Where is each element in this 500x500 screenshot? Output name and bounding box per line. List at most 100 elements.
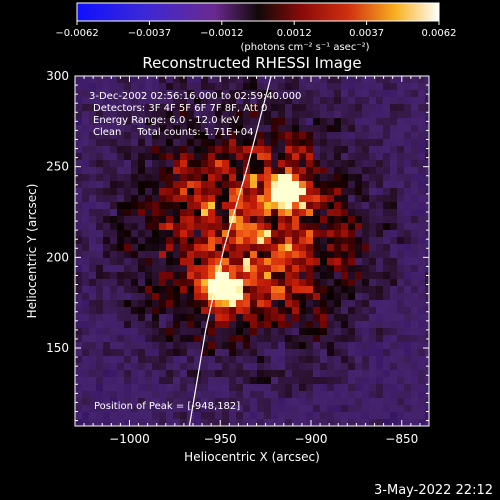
heatmap-cell bbox=[201, 258, 209, 266]
heatmap-cell bbox=[348, 230, 356, 238]
heatmap-cell bbox=[222, 265, 230, 273]
heatmap-cell bbox=[257, 146, 265, 154]
heatmap-cell bbox=[131, 237, 139, 245]
heatmap-cell bbox=[285, 300, 293, 308]
heatmap-cell bbox=[138, 307, 146, 315]
heatmap-cell bbox=[285, 216, 293, 224]
heatmap-cell bbox=[285, 314, 293, 322]
heatmap-cell bbox=[75, 300, 83, 308]
heatmap-cell bbox=[320, 349, 328, 357]
heatmap-cell bbox=[397, 349, 405, 357]
heatmap-cell bbox=[285, 419, 293, 426]
heatmap-cell bbox=[425, 405, 429, 413]
heatmap-cell bbox=[390, 398, 398, 406]
heatmap-cell bbox=[425, 160, 429, 168]
heatmap-cell bbox=[390, 300, 398, 308]
heatmap-cell bbox=[425, 230, 429, 238]
heatmap-cell bbox=[257, 181, 265, 189]
heatmap-cell bbox=[327, 76, 335, 84]
heatmap-cell bbox=[264, 349, 272, 357]
heatmap-cell bbox=[306, 209, 314, 217]
heatmap-cell bbox=[124, 132, 132, 140]
heatmap-cell bbox=[285, 363, 293, 371]
heatmap-cell bbox=[96, 363, 104, 371]
heatmap-cell bbox=[131, 195, 139, 203]
heatmap-cell bbox=[404, 419, 412, 426]
heatmap-cell bbox=[201, 244, 209, 252]
heatmap-cell bbox=[278, 265, 286, 273]
heatmap-cell bbox=[187, 314, 195, 322]
heatmap-cell bbox=[250, 125, 258, 133]
heatmap-cell bbox=[250, 419, 258, 426]
heatmap-cell bbox=[355, 216, 363, 224]
heatmap-cell bbox=[292, 237, 300, 245]
heatmap-cell bbox=[166, 125, 174, 133]
heatmap-cell bbox=[313, 132, 321, 140]
heatmap-cell bbox=[292, 146, 300, 154]
heatmap-cell bbox=[187, 216, 195, 224]
heatmap-cell bbox=[383, 349, 391, 357]
heatmap-cell bbox=[411, 377, 419, 385]
heatmap-cell bbox=[355, 370, 363, 378]
heatmap-cell bbox=[96, 398, 104, 406]
heatmap-cell bbox=[194, 265, 202, 273]
heatmap-cell bbox=[362, 391, 370, 399]
heatmap-cell bbox=[320, 111, 328, 119]
heatmap-cell bbox=[243, 293, 251, 301]
heatmap-cell bbox=[124, 251, 132, 259]
heatmap-cell bbox=[278, 279, 286, 287]
heatmap-cell bbox=[173, 398, 181, 406]
heatmap-cell bbox=[243, 363, 251, 371]
heatmap-cell bbox=[201, 153, 209, 161]
heatmap-cell bbox=[257, 251, 265, 259]
heatmap-cell bbox=[299, 286, 307, 294]
heatmap-cell bbox=[257, 412, 265, 420]
heatmap-cell bbox=[320, 258, 328, 266]
heatmap-cell bbox=[376, 279, 384, 287]
heatmap-cell bbox=[341, 209, 349, 217]
heatmap-cell bbox=[173, 209, 181, 217]
heatmap-cell bbox=[285, 230, 293, 238]
heatmap-cell bbox=[376, 356, 384, 364]
heatmap-cell bbox=[411, 195, 419, 203]
heatmap-cell bbox=[173, 195, 181, 203]
heatmap-cell bbox=[103, 160, 111, 168]
heatmap-cell bbox=[110, 209, 118, 217]
heatmap-cell bbox=[355, 202, 363, 210]
heatmap-cell bbox=[103, 125, 111, 133]
heatmap-cell bbox=[208, 195, 216, 203]
heatmap-cell bbox=[334, 258, 342, 266]
heatmap-cell bbox=[194, 118, 202, 126]
heatmap-cell bbox=[271, 377, 279, 385]
heatmap-cell bbox=[411, 104, 419, 112]
heatmap-cell bbox=[229, 244, 237, 252]
heatmap-cell bbox=[285, 356, 293, 364]
heatmap-cell bbox=[117, 195, 125, 203]
heatmap-cell bbox=[369, 153, 377, 161]
heatmap-cell bbox=[75, 370, 83, 378]
heatmap-cell bbox=[166, 363, 174, 371]
heatmap-cell bbox=[362, 195, 370, 203]
heatmap-cell bbox=[306, 363, 314, 371]
heatmap-cell bbox=[82, 398, 90, 406]
heatmap-cell bbox=[180, 391, 188, 399]
heatmap-cell bbox=[229, 286, 237, 294]
heatmap-cell bbox=[194, 251, 202, 259]
heatmap-cell bbox=[236, 258, 244, 266]
heatmap-cell bbox=[369, 391, 377, 399]
heatmap-cell bbox=[243, 209, 251, 217]
heatmap-cell bbox=[362, 181, 370, 189]
heatmap-cell bbox=[103, 216, 111, 224]
heatmap-cell bbox=[411, 181, 419, 189]
heatmap-cell bbox=[187, 356, 195, 364]
heatmap-cell bbox=[411, 335, 419, 343]
heatmap-cell bbox=[103, 328, 111, 336]
heatmap-cell bbox=[278, 223, 286, 231]
heatmap-cell bbox=[208, 188, 216, 196]
heatmap-cell bbox=[89, 97, 97, 105]
heatmap-cell bbox=[201, 321, 209, 329]
heatmap-cell bbox=[222, 216, 230, 224]
heatmap-cell bbox=[376, 104, 384, 112]
heatmap-cell bbox=[264, 167, 272, 175]
heatmap-cell bbox=[334, 328, 342, 336]
